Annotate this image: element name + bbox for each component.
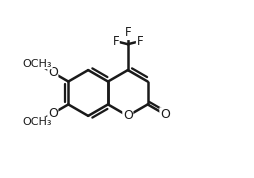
Text: OCH₃: OCH₃ [23,59,52,69]
Text: F: F [124,27,131,40]
Text: O: O [160,108,170,121]
Text: OCH₃: OCH₃ [23,59,52,69]
Text: F: F [124,27,131,40]
Text: O: O [48,66,58,79]
Text: O: O [48,107,58,120]
Text: O: O [160,108,170,121]
Text: O: O [123,109,133,122]
Text: OCH₃: OCH₃ [23,117,52,127]
Text: O: O [48,107,58,120]
Text: OCH₃: OCH₃ [23,117,52,127]
Text: F: F [113,35,119,48]
Text: F: F [136,35,143,48]
Text: O: O [48,66,58,79]
Text: F: F [113,35,119,48]
Text: O: O [123,109,133,122]
Text: F: F [136,35,143,48]
